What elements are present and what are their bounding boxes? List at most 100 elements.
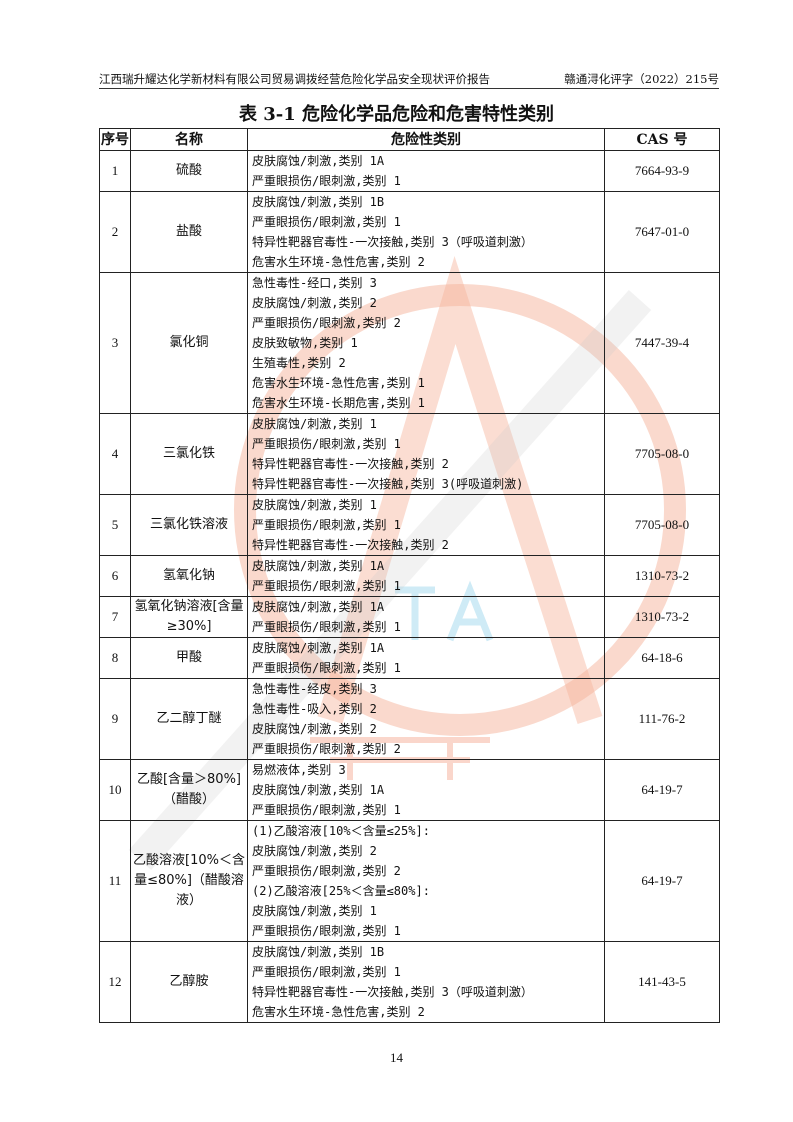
- report-title: 江西瑞升耀达化学新材料有限公司贸易调拨经营危险化学品安全现状评价报告: [99, 72, 490, 86]
- hazard-line: 皮肤腐蚀/刺激,类别 2: [252, 722, 377, 736]
- hazard-line: 危害水生环境-急性危害,类别 2: [252, 1005, 425, 1019]
- col-header-cas: CAS 号: [604, 128, 720, 151]
- hazard-categories: 急性毒性-经口,类别 3 皮肤腐蚀/刺激,类别 2 严重眼损伤/眼刺激,类别 2 皮肤…: [247, 272, 605, 414]
- hazard-line: 皮肤腐蚀/刺激,类别 1A: [252, 154, 385, 168]
- hazard-line: 皮肤腐蚀/刺激,类别 1A: [252, 641, 385, 655]
- chemical-name: 乙醇胺: [130, 941, 248, 1023]
- row-number: 1: [99, 150, 131, 192]
- hazard-line: 皮肤腐蚀/刺激,类别 1A: [252, 783, 385, 797]
- chemical-name: 乙酸[含量＞80%]（醋酸）: [130, 759, 248, 821]
- hazard-table: 序号 名称 危险性类别 CAS 号 1 硫酸 皮肤腐蚀/刺激,类别 1A 严重眼损伤/…: [99, 128, 720, 1023]
- hazard-categories: 皮肤腐蚀/刺激,类别 1 严重眼损伤/眼刺激,类别 1 特异性靶器官毒性-一次接触,…: [247, 413, 605, 495]
- report-number: 赣通浔化评字（2022）215号: [564, 72, 719, 86]
- table-row: 9 乙二醇丁醚 急性毒性-经皮,类别 3 急性毒性-吸入,类别 2 皮肤腐蚀/刺激,类别…: [99, 678, 720, 760]
- cas-number: 7705-08-0: [604, 494, 720, 556]
- hazard-categories: 皮肤腐蚀/刺激,类别 1B 严重眼损伤/眼刺激,类别 1 特异性靶器官毒性-一次接触…: [247, 941, 605, 1023]
- row-number: 11: [99, 820, 131, 942]
- row-number: 2: [99, 191, 131, 273]
- hazard-line: 严重眼损伤/眼刺激,类别 1: [252, 174, 401, 188]
- hazard-line: 严重眼损伤/眼刺激,类别 2: [252, 742, 401, 756]
- hazard-line: 急性毒性-吸入,类别 2: [252, 702, 377, 716]
- chemical-name: 盐酸: [130, 191, 248, 273]
- hazard-line: 严重眼损伤/眼刺激,类别 1: [252, 924, 401, 938]
- cas-number: 7705-08-0: [604, 413, 720, 495]
- row-number: 9: [99, 678, 131, 760]
- hazard-categories: 急性毒性-经皮,类别 3 急性毒性-吸入,类别 2 皮肤腐蚀/刺激,类别 2 严重眼损…: [247, 678, 605, 760]
- table-row: 8 甲酸 皮肤腐蚀/刺激,类别 1A 严重眼损伤/眼刺激,类别 1 64-18-6: [99, 637, 720, 679]
- hazard-line: 严重眼损伤/眼刺激,类别 1: [252, 579, 401, 593]
- chemical-name: 乙酸溶液[10%＜含量≤80%]（醋酸溶液）: [130, 820, 248, 942]
- hazard-line: 严重眼损伤/眼刺激,类别 2: [252, 316, 401, 330]
- table-row: 4 三氯化铁 皮肤腐蚀/刺激,类别 1 严重眼损伤/眼刺激,类别 1 特异性靶器官毒性-…: [99, 413, 720, 495]
- cas-number: 7447-39-4: [604, 272, 720, 414]
- hazard-line: 严重眼损伤/眼刺激,类别 1: [252, 803, 401, 817]
- cas-number: 141-43-5: [604, 941, 720, 1023]
- page-header: 江西瑞升耀达化学新材料有限公司贸易调拨经营危险化学品安全现状评价报告 赣通浔化评…: [99, 68, 719, 89]
- chemical-name: 三氯化铁: [130, 413, 248, 495]
- row-number: 12: [99, 941, 131, 1023]
- hazard-categories: (1)乙酸溶液[10%＜含量≤25%]: 皮肤腐蚀/刺激,类别 2 严重眼损伤/眼刺…: [247, 820, 605, 942]
- hazard-line: 皮肤腐蚀/刺激,类别 2: [252, 844, 377, 858]
- chemical-name: 三氯化铁溶液: [130, 494, 248, 556]
- table-row: 3 氯化铜 急性毒性-经口,类别 3 皮肤腐蚀/刺激,类别 2 严重眼损伤/眼刺激,类别…: [99, 272, 720, 414]
- col-header-no: 序号: [99, 128, 131, 151]
- row-number: 7: [99, 596, 131, 638]
- hazard-line: 严重眼损伤/眼刺激,类别 1: [252, 661, 401, 675]
- hazard-categories: 皮肤腐蚀/刺激,类别 1A 严重眼损伤/眼刺激,类别 1: [247, 555, 605, 597]
- table-row: 2 盐酸 皮肤腐蚀/刺激,类别 1B 严重眼损伤/眼刺激,类别 1 特异性靶器官毒性-一…: [99, 191, 720, 273]
- hazard-line: 严重眼损伤/眼刺激,类别 1: [252, 965, 401, 979]
- hazard-categories: 皮肤腐蚀/刺激,类别 1B 严重眼损伤/眼刺激,类别 1 特异性靶器官毒性-一次接触…: [247, 191, 605, 273]
- hazard-line: 特异性靶器官毒性-一次接触,类别 2: [252, 538, 449, 552]
- chemical-name: 氢氧化钠: [130, 555, 248, 597]
- hazard-line: 急性毒性-经口,类别 3: [252, 276, 377, 290]
- hazard-line: 易燃液体,类别 3: [252, 763, 346, 777]
- hazard-line: 皮肤腐蚀/刺激,类别 1A: [252, 600, 385, 614]
- hazard-line: 危害水生环境-急性危害,类别 1: [252, 376, 425, 390]
- table-row: 12 乙醇胺 皮肤腐蚀/刺激,类别 1B 严重眼损伤/眼刺激,类别 1 特异性靶器官毒性…: [99, 941, 720, 1023]
- table-row: 1 硫酸 皮肤腐蚀/刺激,类别 1A 严重眼损伤/眼刺激,类别 1 7664-93-9: [99, 150, 720, 192]
- hazard-line: 急性毒性-经皮,类别 3: [252, 682, 377, 696]
- chemical-name: 硫酸: [130, 150, 248, 192]
- hazard-line: 皮肤腐蚀/刺激,类别 1B: [252, 945, 385, 959]
- hazard-line: 皮肤腐蚀/刺激,类别 1: [252, 498, 377, 512]
- hazard-line: 严重眼损伤/眼刺激,类别 2: [252, 864, 401, 878]
- cas-number: 111-76-2: [604, 678, 720, 760]
- hazard-line: 特异性靶器官毒性-一次接触,类别 3（呼吸道刺激）: [252, 235, 533, 249]
- cas-number: 64-19-7: [604, 759, 720, 821]
- hazard-line: 皮肤致敏物,类别 1: [252, 336, 358, 350]
- cas-number: 7647-01-0: [604, 191, 720, 273]
- cas-number: 1310-73-2: [604, 596, 720, 638]
- row-number: 8: [99, 637, 131, 679]
- hazard-line: (2)乙酸溶液[25%＜含量≤80%]:: [252, 884, 430, 898]
- chemical-name: 甲酸: [130, 637, 248, 679]
- cas-number: 7664-93-9: [604, 150, 720, 192]
- row-number: 10: [99, 759, 131, 821]
- hazard-categories: 皮肤腐蚀/刺激,类别 1A 严重眼损伤/眼刺激,类别 1: [247, 596, 605, 638]
- table-row: 6 氢氧化钠 皮肤腐蚀/刺激,类别 1A 严重眼损伤/眼刺激,类别 1 1310-73-…: [99, 555, 720, 597]
- table-row: 5 三氯化铁溶液 皮肤腐蚀/刺激,类别 1 严重眼损伤/眼刺激,类别 1 特异性靶器官毒…: [99, 494, 720, 556]
- hazard-line: 皮肤腐蚀/刺激,类别 2: [252, 296, 377, 310]
- hazard-line: 皮肤腐蚀/刺激,类别 1: [252, 417, 377, 431]
- table-row: 7 氢氧化钠溶液[含量≥30%] 皮肤腐蚀/刺激,类别 1A 严重眼损伤/眼刺激,类别…: [99, 596, 720, 638]
- row-number: 4: [99, 413, 131, 495]
- col-header-name: 名称: [130, 128, 248, 151]
- hazard-categories: 易燃液体,类别 3 皮肤腐蚀/刺激,类别 1A 严重眼损伤/眼刺激,类别 1: [247, 759, 605, 821]
- hazard-line: 皮肤腐蚀/刺激,类别 1B: [252, 195, 385, 209]
- hazard-line: 特异性靶器官毒性-一次接触,类别 3（呼吸道刺激）: [252, 985, 533, 999]
- chemical-name: 氢氧化钠溶液[含量≥30%]: [130, 596, 248, 638]
- cas-number: 64-19-7: [604, 820, 720, 942]
- row-number: 6: [99, 555, 131, 597]
- hazard-line: 严重眼损伤/眼刺激,类别 1: [252, 518, 401, 532]
- hazard-line: 严重眼损伤/眼刺激,类别 1: [252, 437, 401, 451]
- hazard-line: 严重眼损伤/眼刺激,类别 1: [252, 620, 401, 634]
- chemical-name: 氯化铜: [130, 272, 248, 414]
- cas-number: 1310-73-2: [604, 555, 720, 597]
- hazard-line: (1)乙酸溶液[10%＜含量≤25%]:: [252, 824, 430, 838]
- hazard-line: 特异性靶器官毒性-一次接触,类别 3(呼吸道刺激): [252, 477, 524, 491]
- hazard-line: 特异性靶器官毒性-一次接触,类别 2: [252, 457, 449, 471]
- hazard-line: 生殖毒性,类别 2: [252, 356, 346, 370]
- hazard-categories: 皮肤腐蚀/刺激,类别 1A 严重眼损伤/眼刺激,类别 1: [247, 150, 605, 192]
- page-number: 14: [390, 1050, 403, 1065]
- hazard-line: 严重眼损伤/眼刺激,类别 1: [252, 215, 401, 229]
- hazard-line: 皮肤腐蚀/刺激,类别 1A: [252, 559, 385, 573]
